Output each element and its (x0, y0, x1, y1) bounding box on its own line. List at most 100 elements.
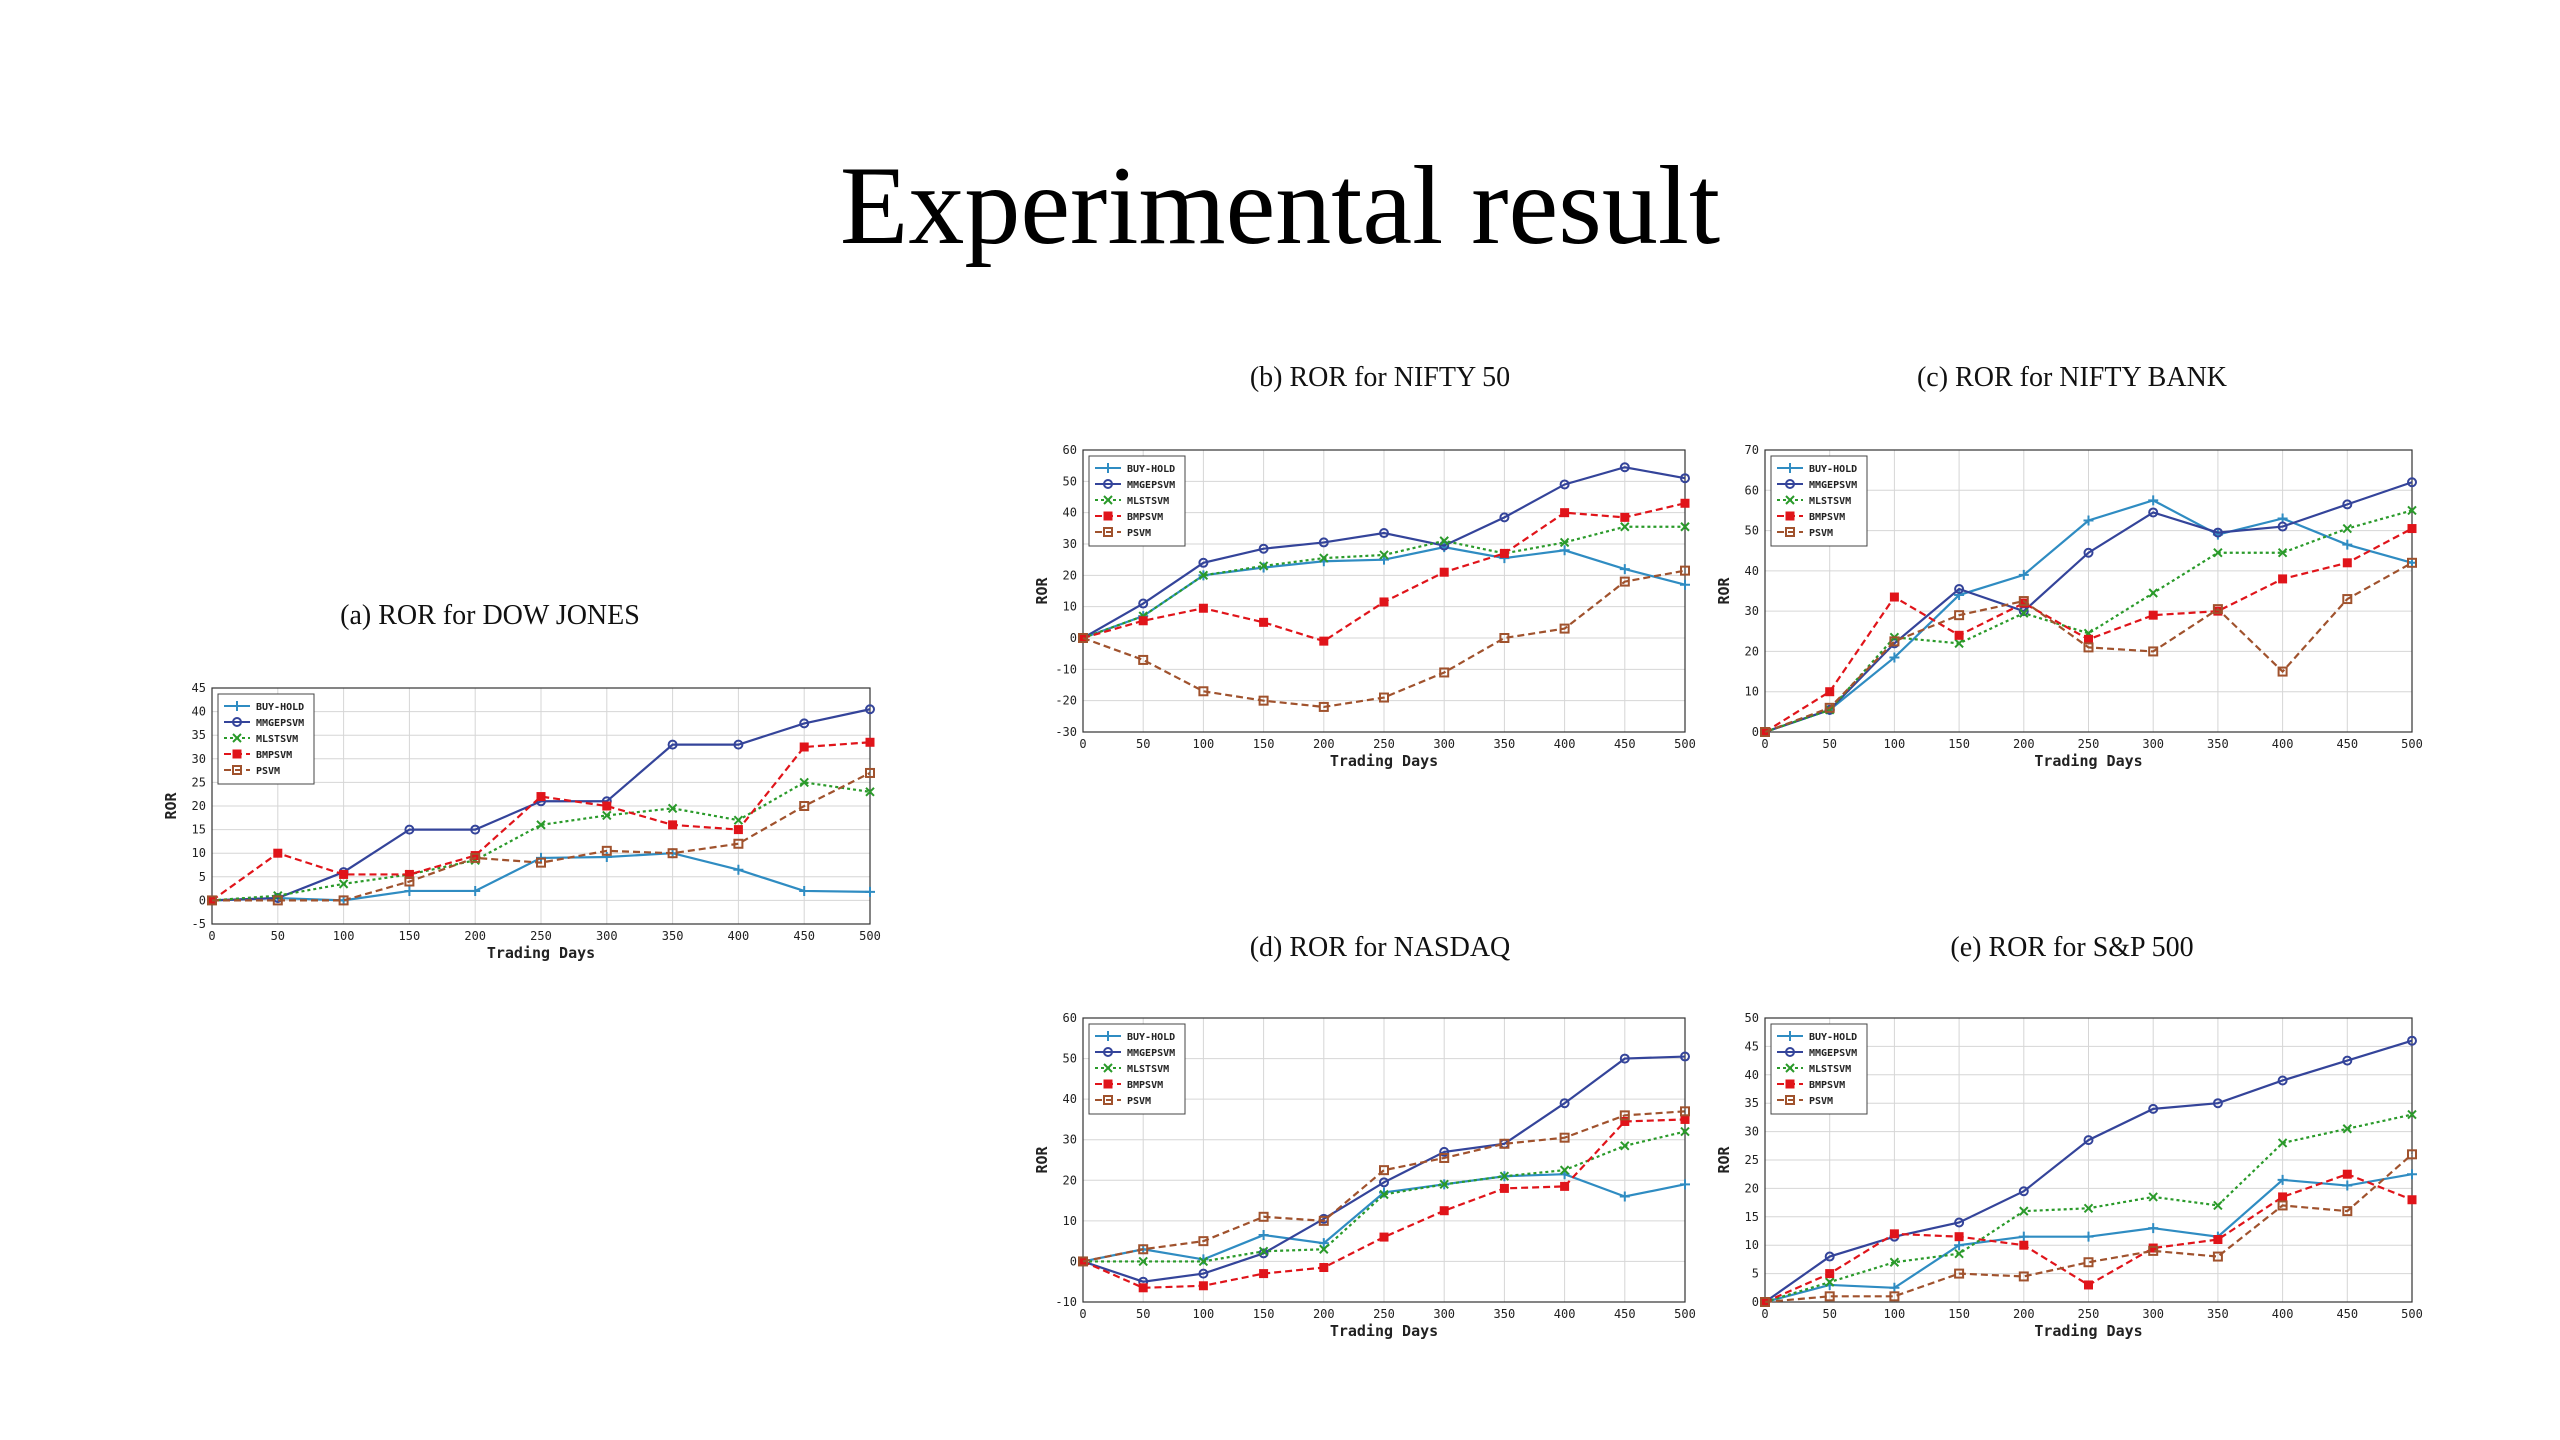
legend-label: BMPSVM (1809, 1080, 1845, 1091)
x-axis-label: Trading Days (2034, 752, 2142, 770)
data-point (1379, 1177, 1389, 1188)
x-tick-label: 400 (1554, 1307, 1576, 1321)
data-point (1824, 1277, 1835, 1287)
legend-label: MMGEPSVM (1809, 1048, 1857, 1059)
x-tick-label: 250 (2078, 1307, 2100, 1321)
data-point (1954, 583, 1965, 594)
x-tick-label: 500 (2401, 737, 2423, 751)
data-point (2148, 646, 2159, 657)
data-point (1198, 1236, 1209, 1247)
x-tick-label: 450 (793, 929, 815, 943)
x-tick-label: 350 (2207, 737, 2229, 751)
y-tick-label: 0 (1070, 1254, 1077, 1268)
data-point (799, 885, 810, 896)
data-point (1499, 548, 1509, 558)
legend-label: MLSTSVM (1809, 496, 1851, 507)
data-point (1318, 1215, 1329, 1226)
data-point (733, 864, 744, 875)
data-point (404, 876, 415, 887)
series-line (211, 781, 871, 902)
data-point (404, 885, 415, 896)
data-point (1379, 692, 1389, 703)
data-point (1825, 1269, 1835, 1279)
data-point (1889, 1257, 1900, 1267)
data-point (667, 803, 678, 814)
series-psvm (1078, 1106, 1690, 1267)
x-tick-label: 100 (1884, 1307, 1906, 1321)
data-point (1619, 564, 1630, 575)
series-line (1764, 509, 2413, 734)
data-point (1198, 686, 1209, 697)
data-point (1379, 528, 1389, 539)
y-tick-label: 15 (192, 823, 206, 837)
y-tick-label: 30 (1063, 537, 1077, 551)
data-point (2018, 596, 2029, 607)
data-point (799, 801, 810, 811)
x-tick-label: 450 (1614, 737, 1636, 751)
chart-caption: (c) ROR for NIFTY BANK (1916, 362, 2228, 393)
data-point (1620, 1116, 1630, 1126)
data-point (601, 845, 612, 856)
data-point (1499, 633, 1510, 643)
y-tick-label: 35 (1745, 1096, 1759, 1110)
series-line (1082, 1110, 1686, 1263)
x-tick-label: 200 (1313, 1307, 1335, 1321)
x-tick-label: 50 (271, 929, 285, 943)
x-tick-label: 250 (1373, 1307, 1395, 1321)
x-tick-label: 300 (1433, 1307, 1455, 1321)
legend-marker (1785, 527, 1795, 537)
legend-marker (1785, 1079, 1795, 1089)
data-point (338, 895, 349, 906)
x-tick-label: 400 (728, 929, 750, 943)
legend-label: MLSTSVM (1809, 1064, 1851, 1075)
data-point (1379, 1189, 1389, 1200)
data-point (1620, 1141, 1630, 1151)
data-point (2018, 1186, 2029, 1197)
data-point (1954, 1249, 1964, 1259)
data-point (2212, 527, 2223, 538)
data-point (2407, 1149, 2417, 1160)
series-line (1764, 1153, 2413, 1304)
data-point (2018, 1271, 2029, 1282)
data-point (2407, 1035, 2417, 1046)
data-point (601, 851, 612, 862)
x-tick-label: 450 (2336, 737, 2358, 751)
y-tick-label: 0 (199, 893, 206, 907)
legend-marker (1785, 479, 1795, 489)
data-point (1379, 550, 1389, 560)
data-point (2342, 523, 2353, 534)
data-point (2083, 1135, 2094, 1146)
plot-frame (211, 687, 871, 925)
legend-label: BUY-HOLD (1127, 464, 1175, 475)
data-point (2148, 507, 2159, 518)
data-point (1954, 1232, 1964, 1242)
x-tick-label: 0 (1079, 737, 1086, 751)
x-tick-label: 50 (1136, 737, 1150, 751)
chart-svg: 0 50 100 150 200 250 300 350 400 450 500 0 5 10 15 20 25… (1715, 1011, 2423, 1340)
data-point (1620, 512, 1630, 522)
data-point (1439, 1152, 1450, 1163)
x-tick-label: 350 (2207, 1307, 2229, 1321)
y-axis-label: ROR (1715, 1145, 1733, 1173)
data-point (404, 824, 415, 835)
y-tick-label: 60 (1745, 483, 1759, 497)
y-tick-label: 30 (1745, 1125, 1759, 1139)
y-tick-label: 40 (1745, 564, 1759, 578)
chart-panel-nasdaq: (d) ROR for NASDAQ 0 50 100 150 200 250 300 350… (1030, 932, 1730, 1440)
data-point (2148, 495, 2159, 506)
y-tick-label: 30 (1063, 1133, 1077, 1147)
chart-caption: (a) ROR for DOW JONES (340, 600, 640, 631)
data-point (2019, 1240, 2029, 1250)
data-point (865, 704, 875, 715)
y-tick-label: 20 (1063, 1173, 1077, 1187)
y-tick-label: 35 (192, 728, 206, 742)
data-point (1379, 597, 1389, 607)
legend-label: MMGEPSVM (1809, 480, 1857, 491)
data-point (1259, 617, 1269, 627)
data-point (1439, 536, 1449, 546)
x-axis-label: Trading Days (2034, 1322, 2142, 1340)
legend-marker (232, 765, 242, 775)
y-tick-label: 50 (1745, 524, 1759, 538)
data-point (470, 852, 481, 863)
data-point (470, 824, 481, 835)
